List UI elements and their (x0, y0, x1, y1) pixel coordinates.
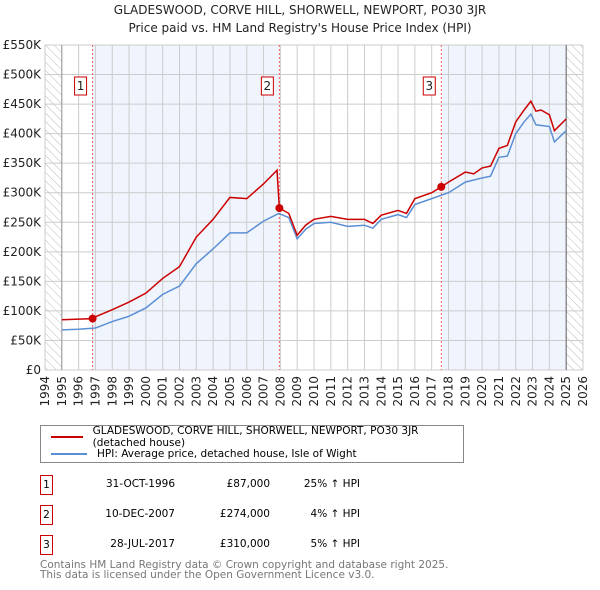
x-tick-label: 2009 (290, 376, 304, 407)
x-tick-label: 1996 (72, 376, 86, 407)
x-tick-label: 2019 (458, 376, 472, 407)
sale-hpi: 4% ↑ HPI (310, 508, 360, 520)
legend: GLADESWOOD, CORVE HILL, SHORWELL, NEWPOR… (40, 425, 464, 463)
hatch-region (45, 45, 62, 370)
y-tick-label: £250K (3, 215, 43, 229)
x-tick-label: 2016 (408, 376, 422, 407)
x-tick-label: 2002 (173, 376, 187, 407)
chart-subtitle: Price paid vs. HM Land Registry's House … (128, 21, 472, 35)
y-tick-label: £0 (26, 363, 41, 377)
x-tick-label: 1997 (88, 376, 102, 407)
sale-label: 2 (264, 79, 272, 93)
legend-swatch-hpi (51, 453, 87, 455)
hatch-region (566, 45, 583, 370)
y-tick-label: £50K (10, 333, 42, 347)
sale-point (275, 204, 284, 213)
sale-price: £274,000 (219, 508, 270, 520)
y-tick-label: £100K (3, 304, 43, 318)
y-tick-label: £400K (3, 127, 43, 141)
x-tick-label: 2004 (206, 376, 220, 407)
sale-price: £310,000 (219, 538, 270, 550)
x-tick-label: 2022 (509, 376, 523, 407)
sale-label-box (422, 76, 436, 96)
y-tick-label: £450K (3, 97, 43, 111)
y-tick-label: £150K (3, 274, 43, 288)
chart-title: GLADESWOOD, CORVE HILL, SHORWELL, NEWPOR… (113, 3, 487, 17)
x-tick-label: 2014 (374, 376, 388, 407)
x-tick-label: 2018 (442, 376, 456, 407)
x-tick-label: 2001 (156, 376, 170, 407)
sale-price: £87,000 (226, 478, 270, 490)
x-tick-label: 2024 (542, 376, 556, 407)
x-tick-label: 2010 (307, 376, 321, 407)
sale-hpi: 25% ↑ HPI (303, 478, 360, 490)
series-line (61, 112, 567, 331)
sale-point (437, 182, 446, 191)
footer: Contains HM Land Registry data © Crown c… (40, 559, 449, 581)
x-tick-label: 2000 (139, 376, 153, 407)
y-tick-label: £550K (3, 38, 43, 52)
legend-property: GLADESWOOD, CORVE HILL, SHORWELL, NEWPOR… (92, 425, 419, 449)
sale-number: 1 (40, 475, 53, 495)
footer-line2: This data is licensed under the Open Gov… (40, 569, 375, 581)
x-tick-label: 2017 (425, 376, 439, 407)
x-tick-label: 2023 (526, 376, 540, 407)
chart: 1994 1995 1996 1997 1998 1999 2000 2001 2002 2003… (3, 38, 590, 407)
x-tick-label: 2025 (559, 376, 573, 407)
sale-date: 10-DEC-2007 (105, 508, 175, 520)
x-tick-label: 1999 (122, 376, 136, 407)
shade-region (92, 45, 280, 370)
footer-line1: Contains HM Land Registry data © Crown c… (40, 559, 449, 571)
shade-region (441, 45, 567, 370)
sale-number: 2 (40, 505, 53, 525)
x-tick-label: 1995 (55, 376, 69, 407)
x-tick-label: 1998 (105, 376, 119, 407)
y-tick-label: £350K (3, 156, 43, 170)
x-tick-label: 2015 (391, 376, 405, 407)
legend-hpi: HPI: Average price, detached house, Isle… (97, 448, 357, 460)
y-tick-label: £500K (3, 68, 43, 82)
legend-swatch-property (51, 436, 83, 438)
x-tick-label: 2011 (324, 376, 338, 407)
y-tick-label: £300K (3, 186, 43, 200)
sale-number: 3 (40, 535, 53, 555)
x-tick-label: 2005 (223, 376, 237, 407)
x-tick-label: 2007 (257, 376, 271, 407)
x-tick-label: 2003 (189, 376, 203, 407)
sale-date: 28-JUL-2017 (110, 538, 175, 550)
x-tick-label: 2026 (576, 376, 590, 407)
x-tick-label: 2008 (273, 376, 287, 407)
sale-label-box (74, 76, 88, 96)
sale-point (88, 314, 97, 323)
sale-label-box (260, 76, 274, 96)
sale-label: 1 (77, 79, 85, 93)
series-line (61, 99, 567, 321)
y-tick-label: £200K (3, 245, 43, 259)
x-tick-label: 1994 (38, 376, 52, 407)
sale-date: 31-OCT-1996 (106, 478, 175, 490)
x-tick-label: 2021 (492, 376, 506, 407)
x-tick-label: 2006 (240, 376, 254, 407)
sale-hpi: 5% ↑ HPI (310, 538, 360, 550)
x-tick-label: 2013 (357, 376, 371, 407)
sale-label: 3 (425, 79, 433, 93)
x-tick-label: 2012 (341, 376, 355, 407)
x-tick-label: 2020 (475, 376, 489, 407)
